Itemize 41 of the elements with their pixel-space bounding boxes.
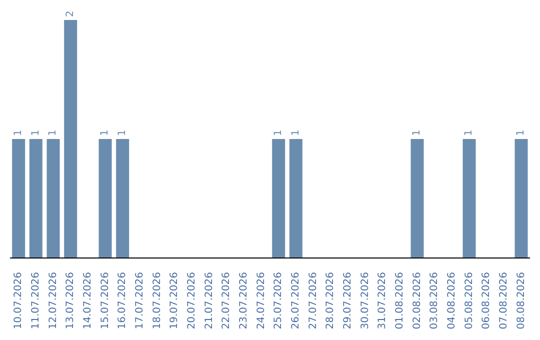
- x-tick-label: 25.07.2026: [273, 272, 284, 330]
- x-tick-label: 19.07.2026: [169, 272, 180, 330]
- x-tick-label: 05.08.2026: [464, 272, 475, 330]
- x-tick-label: 31.07.2026: [377, 272, 388, 330]
- x-tick-label: 13.07.2026: [65, 272, 76, 330]
- x-tick-label: 08.08.2026: [516, 272, 527, 330]
- data-label: 1: [516, 130, 527, 136]
- x-tick-label: 11.07.2026: [30, 272, 42, 330]
- x-tick-label: 01.08.2026: [394, 272, 406, 330]
- x-tick-label: 02.08.2026: [412, 272, 423, 330]
- x-tick-label: 06.08.2026: [481, 272, 492, 330]
- data-label: 1: [273, 130, 284, 136]
- data-label: 1: [30, 130, 42, 136]
- x-tick-label: 10.07.2026: [13, 272, 24, 330]
- x-tick-label: 30.07.2026: [360, 272, 371, 330]
- x-tick-label: 03.08.2026: [429, 272, 440, 330]
- x-tick-label: 23.07.2026: [238, 272, 250, 330]
- x-tick-label: 20.07.2026: [186, 272, 198, 330]
- x-tick-label: 24.07.2026: [256, 272, 267, 330]
- data-label: 1: [290, 130, 302, 136]
- data-label: 1: [117, 130, 128, 136]
- x-tick-label: 04.08.2026: [446, 272, 458, 330]
- x-tick-label: 17.07.2026: [134, 272, 146, 330]
- x-tick-label: 29.07.2026: [342, 272, 354, 330]
- x-tick-label: 28.07.2026: [325, 272, 336, 330]
- x-tick-label: 22.07.2026: [221, 272, 232, 330]
- data-label: 2: [65, 10, 76, 17]
- data-label: 1: [412, 130, 423, 136]
- x-tick-label: 12.07.2026: [48, 272, 59, 330]
- x-tick-label: 16.07.2026: [117, 272, 128, 330]
- x-tick-label: 21.07.2026: [204, 272, 215, 330]
- x-tick-label: 07.08.2026: [498, 272, 510, 330]
- data-label: 1: [13, 130, 24, 136]
- x-tick-label: 18.07.2026: [152, 272, 163, 330]
- x-tick-label: 27.07.2026: [308, 272, 319, 330]
- data-label: 1: [464, 130, 475, 136]
- x-tick-label: 14.07.2026: [82, 272, 94, 330]
- data-label: 1: [100, 130, 111, 136]
- x-tick-label: 15.07.2026: [100, 272, 111, 330]
- x-tick-label: 26.07.2026: [290, 272, 302, 330]
- data-label: 1: [48, 130, 59, 136]
